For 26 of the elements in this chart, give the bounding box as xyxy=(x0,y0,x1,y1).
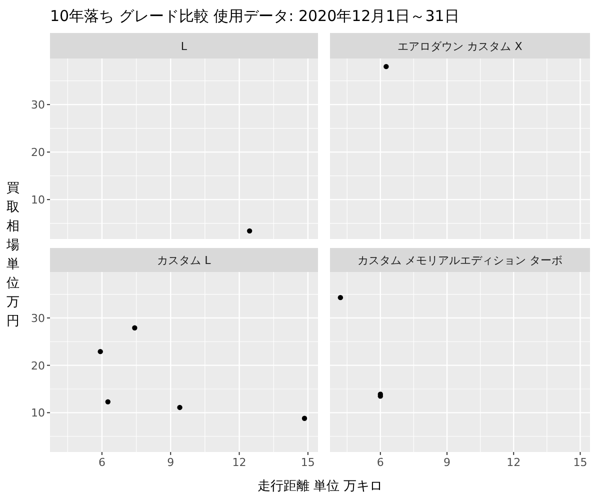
y-tick-label: 10 xyxy=(31,194,45,207)
chart-title: エアロダウン カスタム X xyxy=(398,40,523,53)
point xyxy=(132,325,138,330)
text: 10年落ち グレード比較 使用データ: 2020年12月1日～31日 xyxy=(50,7,460,25)
chart-title: カスタム L xyxy=(157,254,212,267)
y-tick-label: 20 xyxy=(31,359,45,372)
y-tick-label: 10 xyxy=(31,406,45,420)
y-tick-label: 30 xyxy=(31,98,45,112)
x-tick-label: 9 xyxy=(167,456,174,469)
chart-title: カスタム メモリアルエディション ターボ xyxy=(358,254,562,267)
chart-title: L xyxy=(180,40,188,53)
point xyxy=(302,416,308,421)
x-axis-title: 走行距離 単位 万キロ xyxy=(257,479,383,494)
y-axis-title: 買取相場単位万円 xyxy=(6,181,20,329)
x-tick-label: 12 xyxy=(232,456,246,469)
x-tick-label: 9 xyxy=(444,456,451,469)
y-tick-label: 20 xyxy=(31,146,45,160)
point xyxy=(177,404,182,410)
x-tick-label: 6 xyxy=(376,456,384,469)
x-tick-label: 12 xyxy=(506,456,521,469)
point xyxy=(98,348,103,354)
y-tick-label: 30 xyxy=(31,312,45,325)
point xyxy=(105,399,111,404)
x-tick-label: 15 xyxy=(300,456,315,469)
x-tick-label: 6 xyxy=(98,456,106,469)
x-tick-label: 15 xyxy=(573,456,588,469)
